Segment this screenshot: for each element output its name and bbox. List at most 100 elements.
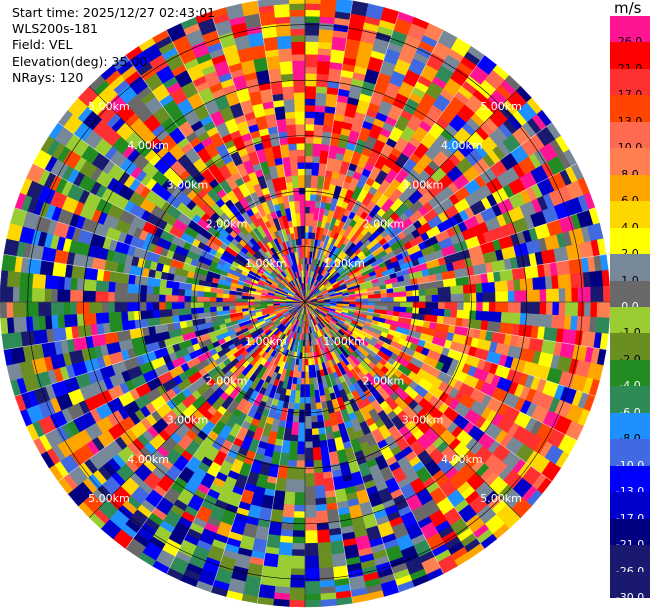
velocity-gate xyxy=(532,313,541,327)
velocity-gate xyxy=(304,580,321,595)
velocity-gate xyxy=(304,568,320,582)
velocity-gate xyxy=(315,497,327,506)
velocity-gate xyxy=(551,314,566,330)
velocity-gate xyxy=(463,301,477,312)
velocity-gate xyxy=(304,504,317,519)
velocity-gate xyxy=(299,200,306,214)
velocity-gate xyxy=(272,598,290,607)
velocity-gate xyxy=(304,174,312,189)
velocity-gate xyxy=(209,301,223,308)
velocity-gate xyxy=(293,79,306,93)
velocity-gate xyxy=(285,117,296,126)
velocity-gate xyxy=(564,301,579,317)
velocity-gate xyxy=(56,288,71,303)
range-ring-label: 2.00km xyxy=(206,218,248,231)
velocity-gate xyxy=(304,187,312,201)
velocity-gate xyxy=(299,403,306,411)
velocity-gate xyxy=(304,111,316,119)
velocity-gate xyxy=(177,307,192,316)
velocity-gate xyxy=(6,301,14,318)
velocity-gate xyxy=(263,552,279,568)
velocity-gate xyxy=(275,22,292,37)
velocity-gate xyxy=(296,454,306,462)
velocity-gate xyxy=(234,301,249,306)
velocity-gate xyxy=(171,308,179,317)
velocity-gate xyxy=(63,313,78,328)
range-ring-label: 1.00km xyxy=(323,257,365,270)
velocity-gate xyxy=(304,371,310,385)
velocity-gate xyxy=(438,301,446,310)
velocity-gate xyxy=(552,301,560,316)
range-ring-label: 4.00km xyxy=(127,453,169,466)
velocity-gate xyxy=(70,264,86,280)
velocity-gate xyxy=(314,111,326,126)
velocity-gate xyxy=(44,274,59,290)
velocity-gate xyxy=(506,312,521,325)
velocity-gate xyxy=(304,3,321,11)
velocity-gate xyxy=(319,439,329,448)
velocity-gate xyxy=(159,278,168,288)
velocity-gate xyxy=(481,281,496,293)
velocity-gate xyxy=(313,459,324,474)
velocity-gate xyxy=(145,301,153,311)
velocity-gate xyxy=(495,301,509,313)
velocity-gate xyxy=(203,301,211,308)
velocity-gate xyxy=(304,346,308,353)
velocity-gate xyxy=(300,212,306,227)
velocity-gate xyxy=(283,98,296,113)
velocity-gate xyxy=(215,297,223,303)
velocity-gate xyxy=(152,301,160,311)
velocity-gate xyxy=(139,301,147,311)
velocity-gate xyxy=(76,301,90,315)
velocity-gate xyxy=(274,573,291,588)
velocity-gate xyxy=(265,55,281,71)
velocity-gate xyxy=(304,492,316,506)
velocity-gate xyxy=(332,565,349,581)
velocity-gate xyxy=(304,34,320,43)
velocity-gate xyxy=(203,306,211,313)
velocity-gate xyxy=(291,542,306,551)
velocity-gate xyxy=(290,555,306,570)
velocity-gate xyxy=(171,287,179,296)
velocity-gate xyxy=(368,301,376,306)
velocity-gate xyxy=(539,289,547,303)
velocity-gate xyxy=(280,73,294,82)
velocity-gate xyxy=(595,317,610,335)
velocity-gate xyxy=(590,286,604,303)
velocity-gate xyxy=(292,517,306,532)
velocity-gate xyxy=(296,136,306,144)
velocity-gate xyxy=(331,36,347,52)
velocity-gate xyxy=(37,301,52,317)
velocity-gate xyxy=(280,522,294,531)
range-ring-label: 3.00km xyxy=(402,178,444,191)
velocity-gate xyxy=(299,193,306,201)
velocity-gate xyxy=(304,15,321,24)
range-ring-label: 3.00km xyxy=(167,414,209,427)
velocity-gate xyxy=(209,306,217,313)
velocity-gate xyxy=(26,258,42,275)
velocity-gate xyxy=(297,422,306,436)
velocity-gate xyxy=(571,287,579,303)
velocity-gate xyxy=(320,0,337,6)
velocity-gate xyxy=(368,297,382,303)
velocity-gate xyxy=(107,291,115,303)
velocity-gate xyxy=(314,105,326,113)
velocity-gate xyxy=(538,314,553,329)
velocity-gate xyxy=(380,293,388,299)
velocity-gate xyxy=(425,295,433,303)
velocity-gate xyxy=(7,331,23,349)
velocity-gate xyxy=(406,295,420,303)
velocity-gate xyxy=(267,521,283,537)
velocity-gate xyxy=(158,301,166,310)
velocity-gate xyxy=(590,301,598,318)
velocity-gate xyxy=(311,174,319,183)
velocity-colorbar: 26.021.017.013.010.08.06.04.02.01.00.0-1… xyxy=(610,16,650,604)
velocity-gate xyxy=(331,552,347,568)
field-label: Field: VEL xyxy=(12,37,73,53)
velocity-gate xyxy=(562,328,577,345)
velocity-gate xyxy=(304,161,313,169)
velocity-gate xyxy=(95,279,110,292)
velocity-gate xyxy=(0,285,14,303)
velocity-gate xyxy=(57,275,66,290)
